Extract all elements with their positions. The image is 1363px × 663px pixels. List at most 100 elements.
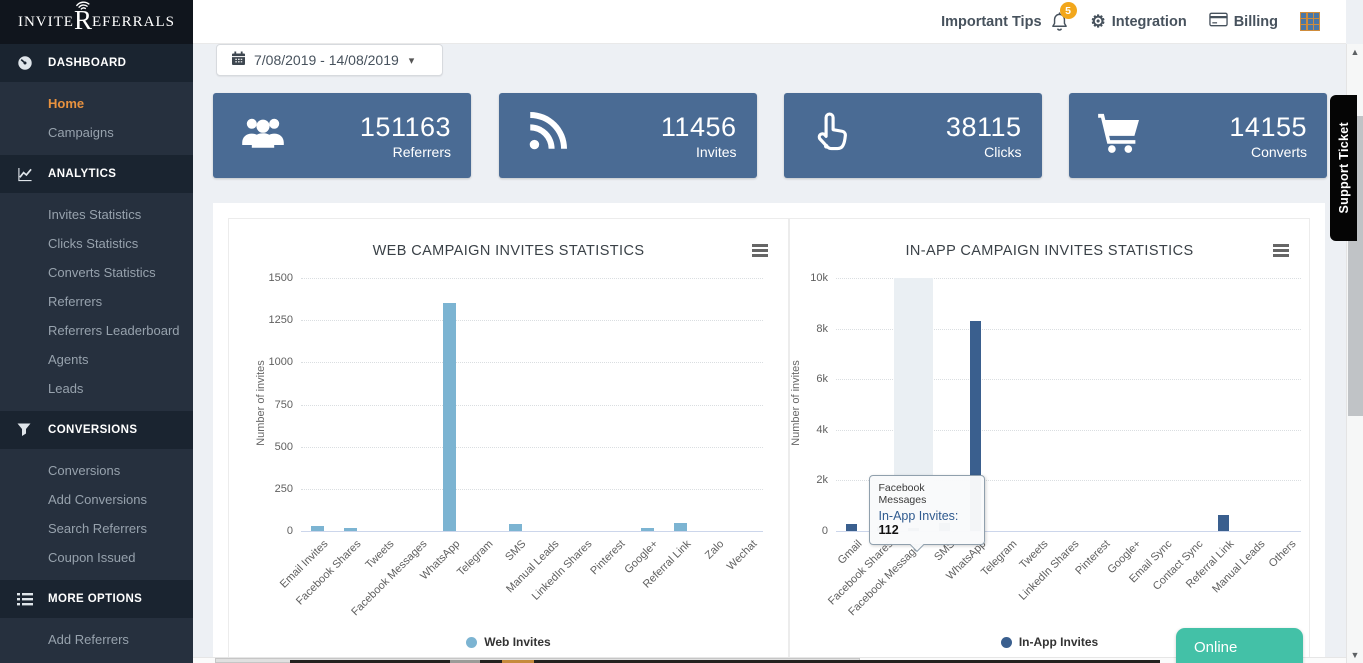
- sidebar-item-agents[interactable]: Agents: [0, 345, 193, 374]
- stat-card-referrers: 151163 Referrers: [213, 93, 471, 178]
- sidebar-item-referral-testing[interactable]: Referral Testing: [0, 654, 193, 663]
- sidebar-item-home[interactable]: Home: [0, 89, 193, 118]
- funnel-icon: [17, 423, 34, 437]
- gear-icon: ⚙: [1091, 13, 1106, 30]
- stat-card-clicks: 38115 Clicks: [784, 93, 1042, 178]
- chat-status-label: Online: [1194, 639, 1237, 656]
- sidebar-section-analytics[interactable]: ANALYTICS: [0, 155, 193, 193]
- sidebar-nav: DASHBOARD HomeCampaigns ANALYTICS Invites S…: [0, 44, 193, 663]
- stat-label: Clicks: [946, 144, 1022, 160]
- notification-badge: 5: [1060, 2, 1077, 19]
- stat-value: 151163: [360, 112, 451, 142]
- chat-widget[interactable]: Online: [1176, 628, 1303, 663]
- chart-menu-icon[interactable]: [752, 244, 768, 259]
- sidebar-item-campaigns[interactable]: Campaigns: [0, 118, 193, 147]
- sidebar-section-conversions[interactable]: CONVERSIONS: [0, 411, 193, 449]
- y-tick-label: 2k: [788, 474, 828, 486]
- y-tick-label: 1500: [253, 272, 293, 284]
- sidebar-item-conversions[interactable]: Conversions: [0, 456, 193, 485]
- tooltip-series-label: In-App Invites:: [879, 509, 959, 523]
- bar-referral-link[interactable]: [1218, 515, 1229, 531]
- stat-value: 38115: [946, 112, 1022, 142]
- scroll-up-arrow[interactable]: ▲: [1347, 47, 1363, 57]
- legend-label: In-App Invites: [1019, 635, 1098, 649]
- important-tips-button[interactable]: Important Tips 5: [941, 11, 1068, 32]
- tooltip-category: Facebook Messages: [879, 482, 975, 506]
- legend-label: Web Invites: [484, 635, 550, 649]
- sidebar-item-invites-statistics[interactable]: Invites Statistics: [0, 200, 193, 229]
- sidebar: INVITEREFERRALS DASHBOARD HomeCampaigns AN…: [0, 0, 193, 663]
- sidebar-item-referrers-leaderboard[interactable]: Referrers Leaderboard: [0, 316, 193, 345]
- legend-item[interactable]: Web Invites: [229, 635, 788, 649]
- gridline: [301, 278, 763, 279]
- bar-referral-link[interactable]: [674, 523, 687, 531]
- stat-value: 11456: [661, 112, 737, 142]
- line-chart-icon: [17, 167, 34, 182]
- y-tick-label: 500: [253, 441, 293, 453]
- bar-email-invites[interactable]: [311, 526, 324, 531]
- sidebar-section-dashboard[interactable]: DASHBOARD: [0, 44, 193, 82]
- bar-facebook-shares[interactable]: [344, 528, 357, 531]
- stat-label: Referrers: [360, 144, 451, 160]
- dashboard-gauge-icon: [17, 55, 34, 71]
- y-tick-label: 0: [788, 525, 828, 537]
- bar-whatsapp[interactable]: [443, 303, 456, 531]
- app-logo[interactable]: INVITEREFERRALS: [0, 0, 193, 44]
- y-axis-title: Number of invites: [790, 333, 802, 473]
- support-ticket-tab[interactable]: Support Ticket: [1330, 95, 1357, 241]
- y-tick-label: 1250: [253, 314, 293, 326]
- y-tick-label: 250: [253, 483, 293, 495]
- chart-tooltip: Facebook Messages In-App Invites: 112: [869, 475, 985, 545]
- y-tick-label: 1000: [253, 356, 293, 368]
- sidebar-section-label: MORE OPTIONS: [48, 593, 142, 605]
- app-window: INVITEREFERRALS DASHBOARD HomeCampaigns AN…: [0, 0, 1363, 663]
- sidebar-item-coupon-issued[interactable]: Coupon Issued: [0, 543, 193, 572]
- inapp-invites-chart: IN-APP CAMPAIGN INVITES STATISTICSNumber…: [789, 218, 1310, 663]
- y-tick-label: 4k: [788, 424, 828, 436]
- sidebar-section-more-options[interactable]: MORE OPTIONS: [0, 580, 193, 618]
- bar-google-[interactable]: [641, 528, 654, 531]
- hand-pointer-icon: [810, 110, 852, 161]
- integration-label: Integration: [1112, 14, 1187, 30]
- sidebar-section-label: ANALYTICS: [48, 168, 116, 180]
- topbar: Important Tips 5 ⚙ Integration Billing: [193, 0, 1346, 44]
- stat-label: Invites: [661, 144, 737, 160]
- sidebar-item-search-referrers[interactable]: Search Referrers: [0, 514, 193, 543]
- chart-menu-icon[interactable]: [1273, 244, 1289, 259]
- app-grid-icon[interactable]: [1300, 12, 1320, 31]
- credit-card-icon: [1209, 12, 1228, 31]
- important-tips-label: Important Tips: [941, 14, 1041, 30]
- tooltip-value: 112: [879, 523, 899, 537]
- bar-gmail[interactable]: [846, 524, 857, 531]
- scroll-down-arrow[interactable]: ▼: [1347, 650, 1363, 660]
- users-icon: [239, 112, 287, 159]
- sidebar-item-add-referrers[interactable]: Add Referrers: [0, 625, 193, 654]
- calendar-icon: [231, 51, 246, 69]
- billing-button[interactable]: Billing: [1209, 12, 1278, 31]
- integration-button[interactable]: ⚙ Integration: [1091, 13, 1187, 30]
- y-tick-label: 10k: [788, 272, 828, 284]
- logo-text-right: EFERRALS: [92, 14, 175, 31]
- y-tick-label: 6k: [788, 373, 828, 385]
- x-axis-line: [301, 531, 763, 532]
- sidebar-item-add-conversions[interactable]: Add Conversions: [0, 485, 193, 514]
- sidebar-item-clicks-statistics[interactable]: Clicks Statistics: [0, 229, 193, 258]
- sidebar-item-referrers[interactable]: Referrers: [0, 287, 193, 316]
- list-icon: [17, 593, 34, 606]
- sidebar-section-label: DASHBOARD: [48, 57, 126, 69]
- y-tick-label: 0: [253, 525, 293, 537]
- bar-sms[interactable]: [509, 524, 522, 531]
- gridline: [301, 489, 763, 490]
- sidebar-item-leads[interactable]: Leads: [0, 374, 193, 403]
- stat-label: Converts: [1229, 144, 1307, 160]
- rss-icon: [525, 112, 567, 159]
- gridline: [301, 320, 763, 321]
- date-range-picker[interactable]: 7/08/2019 - 14/08/2019 ▾: [216, 44, 443, 76]
- bell-icon[interactable]: 5: [1050, 11, 1069, 32]
- gridline: [301, 362, 763, 363]
- gridline: [301, 447, 763, 448]
- cart-icon: [1095, 112, 1141, 159]
- y-tick-label: 750: [253, 399, 293, 411]
- stat-card-converts: 14155Converts: [1069, 93, 1327, 178]
- sidebar-item-converts-statistics[interactable]: Converts Statistics: [0, 258, 193, 287]
